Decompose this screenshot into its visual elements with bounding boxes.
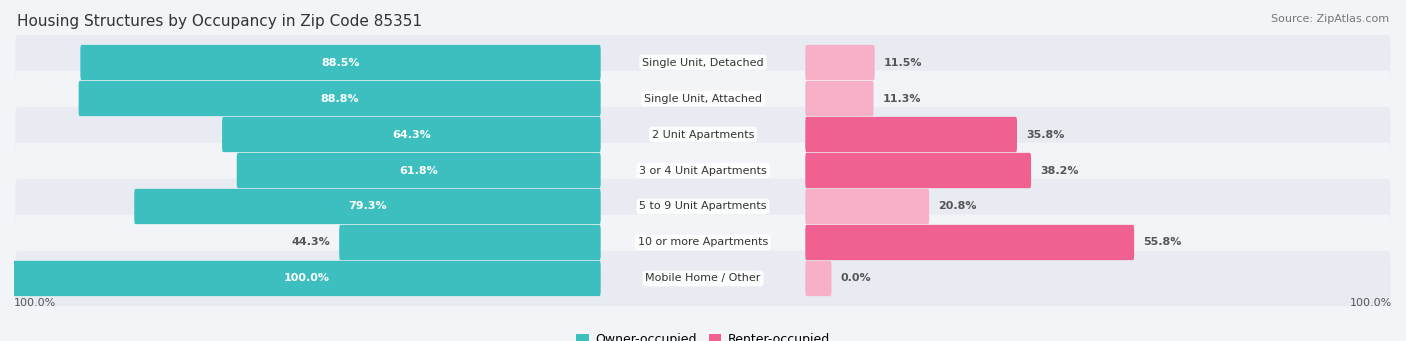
Text: 11.5%: 11.5% bbox=[884, 58, 922, 68]
FancyBboxPatch shape bbox=[15, 143, 1391, 198]
FancyBboxPatch shape bbox=[15, 179, 1391, 234]
FancyBboxPatch shape bbox=[15, 35, 1391, 90]
Text: 55.8%: 55.8% bbox=[1143, 237, 1182, 248]
Text: 100.0%: 100.0% bbox=[284, 273, 330, 283]
Text: Housing Structures by Occupancy in Zip Code 85351: Housing Structures by Occupancy in Zip C… bbox=[17, 14, 422, 29]
FancyBboxPatch shape bbox=[236, 153, 600, 188]
FancyBboxPatch shape bbox=[806, 153, 1031, 188]
FancyBboxPatch shape bbox=[13, 261, 600, 296]
Legend: Owner-occupied, Renter-occupied: Owner-occupied, Renter-occupied bbox=[571, 328, 835, 341]
FancyBboxPatch shape bbox=[806, 45, 875, 80]
Text: 10 or more Apartments: 10 or more Apartments bbox=[638, 237, 768, 248]
Text: 2 Unit Apartments: 2 Unit Apartments bbox=[652, 130, 754, 139]
FancyBboxPatch shape bbox=[80, 45, 600, 80]
Text: Mobile Home / Other: Mobile Home / Other bbox=[645, 273, 761, 283]
Text: 11.3%: 11.3% bbox=[883, 93, 921, 104]
Text: 5 to 9 Unit Apartments: 5 to 9 Unit Apartments bbox=[640, 202, 766, 211]
Text: 35.8%: 35.8% bbox=[1026, 130, 1064, 139]
Text: 100.0%: 100.0% bbox=[1350, 298, 1392, 308]
FancyBboxPatch shape bbox=[806, 81, 873, 116]
Text: 20.8%: 20.8% bbox=[938, 202, 977, 211]
Text: 38.2%: 38.2% bbox=[1040, 165, 1078, 176]
FancyBboxPatch shape bbox=[222, 117, 600, 152]
FancyBboxPatch shape bbox=[79, 81, 600, 116]
FancyBboxPatch shape bbox=[806, 189, 929, 224]
Text: 3 or 4 Unit Apartments: 3 or 4 Unit Apartments bbox=[640, 165, 766, 176]
Text: 88.5%: 88.5% bbox=[322, 58, 360, 68]
FancyBboxPatch shape bbox=[339, 225, 600, 260]
FancyBboxPatch shape bbox=[806, 117, 1017, 152]
Text: Source: ZipAtlas.com: Source: ZipAtlas.com bbox=[1271, 14, 1389, 24]
Text: Single Unit, Attached: Single Unit, Attached bbox=[644, 93, 762, 104]
FancyBboxPatch shape bbox=[134, 189, 600, 224]
Text: 79.3%: 79.3% bbox=[349, 202, 387, 211]
Text: 61.8%: 61.8% bbox=[399, 165, 439, 176]
Text: 88.8%: 88.8% bbox=[321, 93, 359, 104]
Text: 44.3%: 44.3% bbox=[291, 237, 330, 248]
FancyBboxPatch shape bbox=[15, 215, 1391, 270]
Text: 64.3%: 64.3% bbox=[392, 130, 430, 139]
FancyBboxPatch shape bbox=[15, 251, 1391, 306]
FancyBboxPatch shape bbox=[806, 261, 831, 296]
FancyBboxPatch shape bbox=[15, 107, 1391, 162]
Text: 100.0%: 100.0% bbox=[14, 298, 56, 308]
FancyBboxPatch shape bbox=[15, 71, 1391, 126]
FancyBboxPatch shape bbox=[806, 225, 1135, 260]
Text: 0.0%: 0.0% bbox=[841, 273, 872, 283]
Text: Single Unit, Detached: Single Unit, Detached bbox=[643, 58, 763, 68]
